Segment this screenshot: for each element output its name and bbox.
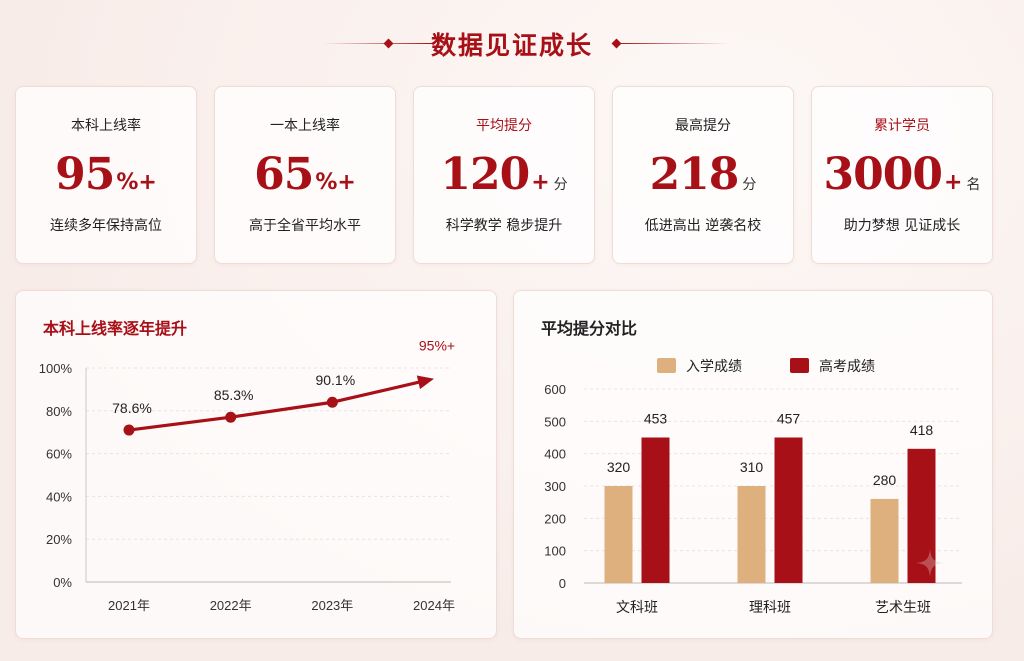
stat-description: 助力梦想 见证成长 [843, 218, 961, 234]
bar-value-label: 310 [740, 459, 764, 475]
bar-value-label: 280 [873, 472, 897, 488]
legend-label: 入学成绩 [686, 358, 742, 374]
y-tick-label: 0 [559, 576, 566, 591]
x-tick-label: 理科班 [749, 599, 791, 615]
stat-suffix: + [531, 170, 550, 195]
bar-value-label: 418 [910, 422, 934, 438]
stat-unit: 分 [553, 177, 568, 193]
y-tick-label: 60% [46, 447, 72, 462]
y-tick-label: 300 [544, 479, 566, 494]
stat-number: 120 [440, 149, 530, 200]
y-tick-label: 100% [39, 361, 73, 376]
y-tick-label: 20% [46, 532, 72, 547]
bar [737, 486, 766, 583]
legend-swatch [790, 358, 809, 373]
legend-swatch [657, 358, 676, 373]
bar [870, 498, 899, 583]
series-line [127, 379, 427, 432]
stat-description: 低进高出 逆袭名校 [644, 218, 762, 234]
bar-value-label: 320 [607, 459, 631, 475]
line-chart-panel: 本科上线率逐年提升 0% 20% 40% 60% 80% 100% 2021年 2022年 20… [15, 290, 497, 639]
page-header: 数据见证成长 [0, 22, 1024, 66]
y-tick-label: 40% [46, 489, 72, 504]
stats-row: 本科上线率 95%+ 连续多年保持高位 一本上线率 65%+ 高于全省平均水平 … [15, 86, 995, 264]
data-label: 78.6% [112, 400, 152, 416]
stat-description: 高于全省平均水平 [249, 218, 361, 234]
y-tick-label: 80% [46, 404, 72, 419]
stat-number: 3000 [823, 149, 943, 200]
stat-unit: 分 [742, 177, 757, 193]
x-tick-label: 文科班 [616, 599, 658, 615]
legend-label: 高考成绩 [819, 358, 875, 374]
stat-value: 218 分 [613, 149, 793, 200]
y-tick-label: 400 [544, 447, 566, 462]
stat-value: 120+ 分 [414, 149, 594, 200]
data-label: 85.3% [214, 387, 254, 403]
x-tick-label: 2024年 [413, 598, 455, 613]
data-point [225, 411, 237, 423]
x-tick-label: 2022年 [210, 598, 252, 613]
x-tick-label: 2021年 [108, 598, 150, 613]
y-tick-label: 500 [544, 414, 566, 429]
stat-number: 218 [649, 149, 740, 200]
data-label: 90.1% [315, 372, 355, 388]
stat-card-undergrad-rate: 本科上线率 95%+ 连续多年保持高位 [15, 86, 197, 264]
stat-description: 科学教学 稳步提升 [445, 218, 563, 234]
stat-value: 65%+ [215, 149, 395, 200]
stat-card-max-improvement: 最高提分 218 分 低进高出 逆袭名校 [612, 86, 794, 264]
stat-card-tier1-rate: 一本上线率 65%+ 高于全省平均水平 [214, 86, 396, 264]
title-decor-line-right [618, 43, 728, 44]
data-label: 95%+ [419, 338, 455, 354]
y-tick-label: 600 [544, 382, 566, 397]
line-chart-title: 本科上线率逐年提升 [43, 319, 188, 338]
bar-chart: 0 100 200 300 400 500 600 入学成绩 高考成绩 320 453 文科班 310 4… [544, 358, 962, 615]
y-tick-label: 100 [544, 544, 566, 559]
title-decor-diamond-left-icon [383, 38, 394, 49]
stat-suffix: + [944, 170, 963, 195]
stat-value: 3000+ 名 [812, 149, 992, 200]
sparkle-icon [916, 549, 944, 577]
title-decor-line-left [322, 43, 432, 44]
stat-label: 一本上线率 [270, 118, 340, 134]
stat-value: 95%+ [16, 149, 196, 200]
trend-arrowhead-icon [416, 375, 434, 390]
stat-card-avg-improvement: 平均提分 120+ 分 科学教学 稳步提升 [413, 86, 595, 264]
stat-card-total-students: 累计学员 3000+ 名 助力梦想 见证成长 [811, 86, 993, 264]
y-tick-label: 200 [544, 511, 566, 526]
data-point [326, 396, 338, 408]
stat-label: 平均提分 [476, 118, 532, 134]
bar [641, 437, 670, 583]
stat-label: 最高提分 [675, 118, 731, 134]
stat-description: 连续多年保持高位 [50, 218, 162, 234]
bar-chart-title: 平均提分对比 [541, 319, 638, 338]
bar-value-label: 457 [777, 411, 801, 427]
stat-unit: 名 [966, 177, 981, 193]
line-chart: 0% 20% 40% 60% 80% 100% 2021年 2022年 2023年 2024年 78… [39, 338, 455, 613]
page-title: 数据见证成长 [430, 31, 593, 60]
stat-number: 65 [254, 149, 314, 200]
stat-suffix: %+ [116, 170, 157, 195]
bar-chart-panel: 平均提分对比 0 100 200 300 400 500 600 入学成绩 高考成绩 320 453… [513, 290, 993, 639]
stat-label: 累计学员 [874, 118, 930, 134]
bar-value-label: 453 [644, 411, 668, 427]
data-point [123, 424, 135, 436]
stat-number: 95 [55, 149, 115, 200]
bar [604, 486, 633, 583]
stat-suffix: %+ [315, 170, 356, 195]
x-tick-label: 2023年 [311, 598, 353, 613]
y-tick-label: 0% [53, 575, 72, 590]
x-tick-label: 艺术生班 [875, 599, 931, 615]
stat-label: 本科上线率 [71, 118, 141, 134]
bar [774, 437, 803, 583]
bar [907, 448, 936, 583]
